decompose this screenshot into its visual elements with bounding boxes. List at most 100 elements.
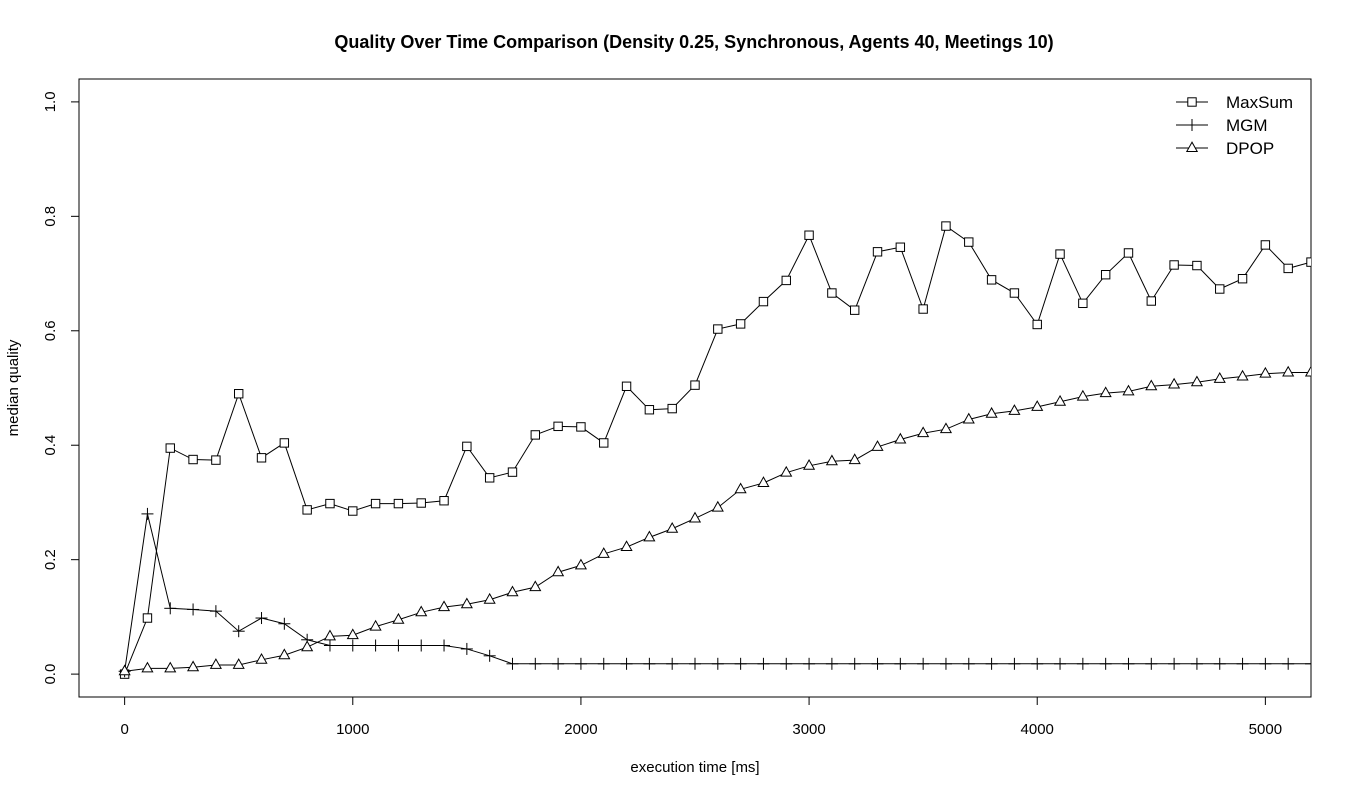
legend-item-maxsum: MaxSum bbox=[1176, 93, 1293, 112]
series-maxsum-point bbox=[1009, 288, 1020, 298]
series-dpop-point bbox=[666, 521, 679, 533]
series-maxsum-point bbox=[507, 467, 518, 477]
series-dpop-point bbox=[529, 580, 542, 592]
legend: MaxSum MGM DPOP bbox=[1176, 93, 1293, 158]
series-dpop-point bbox=[164, 661, 177, 673]
series-maxsum-point bbox=[256, 453, 267, 463]
series-dpop-point bbox=[711, 500, 724, 512]
series-mgm-point bbox=[871, 657, 884, 670]
series-maxsum-point bbox=[986, 275, 997, 285]
series-dpop-point bbox=[301, 640, 314, 652]
series-mgm-point bbox=[734, 657, 747, 670]
series-dpop-point bbox=[643, 530, 656, 542]
series-mgm-point bbox=[803, 657, 816, 670]
series-mgm-point bbox=[1190, 657, 1203, 670]
series-dpop-point bbox=[962, 412, 975, 424]
x-tick-label: 2000 bbox=[564, 721, 597, 738]
series-maxsum-point bbox=[165, 443, 175, 453]
series-dpop-point bbox=[1031, 400, 1044, 411]
series-dpop-point bbox=[894, 432, 907, 444]
x-axis-label: execution time [ms] bbox=[630, 759, 759, 776]
series-dpop-point bbox=[734, 482, 747, 494]
series-mgm-point bbox=[1008, 657, 1021, 670]
series-maxsum-point bbox=[348, 506, 358, 516]
series-maxsum-line bbox=[124, 225, 1311, 675]
series-dpop-point bbox=[1099, 386, 1112, 398]
series-maxsum-point bbox=[553, 421, 563, 432]
series-dpop bbox=[118, 365, 1311, 676]
series-mgm-point bbox=[255, 612, 268, 625]
series-maxsum-point bbox=[735, 319, 746, 329]
series-mgm-point bbox=[689, 657, 701, 670]
series-maxsum-point bbox=[895, 242, 906, 252]
series-maxsum-point bbox=[1123, 248, 1134, 258]
x-tick-label: 4000 bbox=[1021, 721, 1054, 738]
series-maxsum-point bbox=[393, 498, 404, 509]
series-dpop-point bbox=[780, 465, 793, 477]
series-maxsum-point bbox=[872, 247, 883, 257]
series-mgm-point bbox=[1145, 657, 1158, 670]
series-mgm-point bbox=[346, 639, 359, 652]
legend-marker-mgm bbox=[1186, 119, 1198, 131]
series-dpop-line bbox=[124, 372, 1311, 672]
series-dpop-point bbox=[415, 605, 428, 617]
series-layer bbox=[118, 221, 1311, 679]
series-maxsum-point bbox=[827, 288, 837, 298]
series-dpop-point bbox=[1168, 377, 1181, 389]
series-mgm-point bbox=[1236, 657, 1249, 670]
x-tick-label: 0 bbox=[120, 721, 128, 738]
series-mgm-point bbox=[529, 657, 542, 670]
series-maxsum-point bbox=[1215, 284, 1225, 294]
series-mgm-line bbox=[124, 513, 1311, 672]
series-maxsum-point bbox=[667, 403, 677, 414]
y-axis: 0.0 0.2 0.4 0.6 0.8 1.0 bbox=[42, 91, 80, 685]
series-dpop-point bbox=[1236, 369, 1249, 381]
series-mgm-point bbox=[1213, 657, 1226, 670]
series-maxsum-point bbox=[918, 304, 928, 314]
y-tick-label: 0.6 bbox=[42, 320, 59, 341]
series-mgm-point bbox=[1099, 657, 1112, 670]
series-maxsum-point bbox=[781, 275, 791, 286]
series-mgm-point bbox=[597, 657, 610, 670]
series-dpop-point bbox=[871, 440, 884, 451]
series-maxsum-point bbox=[1237, 274, 1248, 284]
series-mgm-point bbox=[1282, 657, 1295, 670]
series-maxsum-point bbox=[234, 389, 244, 399]
series-mgm-point bbox=[278, 617, 291, 630]
series-mgm-point bbox=[187, 603, 200, 616]
series-maxsum-point bbox=[1055, 249, 1065, 259]
legend-item-mgm: MGM bbox=[1176, 116, 1268, 135]
series-dpop-point bbox=[437, 600, 451, 612]
series-dpop-point bbox=[506, 585, 519, 597]
series-maxsum-point bbox=[850, 305, 860, 315]
series-mgm-point bbox=[1122, 657, 1135, 670]
legend-label-maxsum: MaxSum bbox=[1226, 93, 1293, 112]
series-maxsum-point bbox=[530, 430, 540, 440]
series-maxsum-point bbox=[621, 381, 632, 391]
series-dpop-point bbox=[757, 476, 770, 487]
series-maxsum-point bbox=[713, 324, 723, 334]
series-mgm-point bbox=[438, 639, 451, 652]
series-maxsum-point bbox=[758, 296, 769, 307]
series-mgm-point bbox=[894, 657, 907, 670]
series-mgm-point bbox=[848, 657, 861, 670]
series-mgm-point bbox=[392, 639, 405, 652]
series-maxsum-point bbox=[1306, 257, 1311, 267]
series-mgm-point bbox=[620, 657, 633, 670]
series-mgm-point bbox=[780, 657, 793, 670]
series-maxsum-point bbox=[1192, 260, 1202, 271]
chart-title: Quality Over Time Comparison (Density 0.… bbox=[334, 32, 1053, 52]
series-maxsum-point bbox=[1032, 319, 1042, 330]
y-tick-label: 1.0 bbox=[42, 91, 59, 112]
series-dpop-point bbox=[369, 619, 382, 631]
series-maxsum-point bbox=[941, 221, 951, 231]
series-dpop-point bbox=[392, 612, 405, 624]
series-mgm-point bbox=[825, 657, 838, 670]
series-mgm-point bbox=[209, 605, 222, 618]
series-maxsum-point bbox=[599, 438, 609, 448]
series-maxsum-point bbox=[439, 496, 449, 506]
y-axis-label: median quality bbox=[5, 339, 22, 436]
series-dpop-point bbox=[209, 658, 222, 669]
series-dpop-point bbox=[1122, 384, 1135, 396]
series-dpop-point bbox=[346, 628, 359, 640]
